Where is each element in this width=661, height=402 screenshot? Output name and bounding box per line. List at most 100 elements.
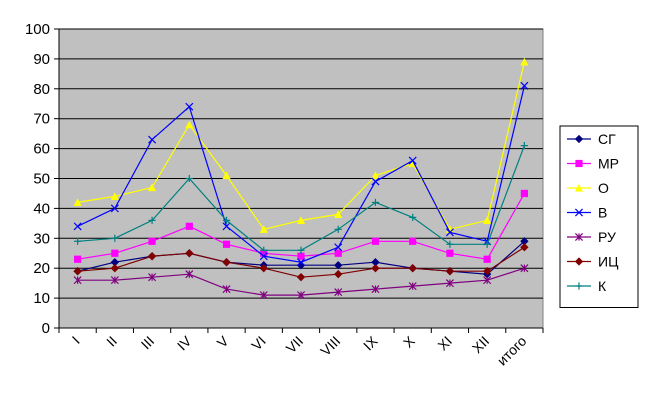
data-point [297,246,305,254]
data-point [445,267,455,276]
data-point [110,276,119,285]
legend-marker [574,183,584,192]
data-point [297,252,305,260]
x-tick-label: XI [434,333,455,354]
data-point [148,237,156,245]
data-point [296,216,306,224]
data-point [148,273,157,282]
data-point [111,234,119,242]
data-point [73,222,82,231]
x-tick-label: I [69,333,83,347]
legend-label: ИЦ [598,254,619,270]
data-point [110,192,119,201]
y-tick-label: 0 [42,320,50,337]
legend-box [559,125,639,308]
legend-label: МР [598,156,619,172]
data-point [408,156,417,165]
data-point [222,258,231,267]
data-point [185,249,194,258]
data-point [520,142,528,150]
y-tick-label: 60 [33,141,50,158]
data-point [520,189,528,198]
data-point [483,276,492,285]
legend-item: МР [567,156,619,172]
data-point [520,264,529,273]
x-tick-label: IX [360,332,381,353]
x-tick-label: III [138,333,158,353]
data-point [371,198,380,207]
data-point [520,243,529,252]
data-point [259,291,268,300]
y-tick-label: 100 [25,21,50,38]
data-point [74,255,82,263]
data-point [185,270,194,279]
data-point [334,210,343,218]
legend-marker [574,134,584,144]
legend-marker [574,232,584,242]
data-point [483,216,492,224]
data-point [222,240,231,248]
data-point [445,228,454,237]
data-point [483,255,491,263]
series-2 [74,189,528,263]
x-tick-label: IV [174,332,195,353]
data-point [334,249,342,257]
data-point [73,276,82,285]
data-point [185,222,193,230]
y-tick-label: 90 [33,51,50,68]
x-tick-label: X [400,332,418,350]
data-point [73,198,82,207]
legend-label: СГ [598,131,616,147]
x-tick-label: VII [283,333,306,356]
data-point [222,171,231,180]
data-point [148,135,157,144]
legend-label: О [598,180,609,196]
y-tick-label: 80 [33,81,50,98]
data-point [110,204,119,213]
data-point [222,285,231,294]
y-tick-label: 40 [33,200,50,217]
legend-item: ИЦ [567,254,619,270]
series-6 [73,243,529,282]
legend-marker [575,282,583,290]
data-point [111,249,119,257]
legend-item: РУ [567,229,616,245]
data-point [483,240,491,248]
data-point [446,249,454,257]
data-point [259,264,268,273]
x-tick-label: II [103,333,120,350]
data-point [520,57,529,66]
data-point [259,252,268,261]
data-point [296,273,306,282]
data-point [185,102,194,111]
legend-item: В [567,205,607,221]
data-point [445,279,454,288]
legend-label: РУ [598,229,616,245]
series-4 [73,81,529,267]
data-point [148,216,156,224]
data-point [296,258,306,267]
legend: СГ МР ОВ РУ ИЦ К [559,125,639,308]
data-point [409,213,417,221]
data-point [259,225,268,233]
y-tick-label: 70 [33,111,50,128]
data-point [371,264,380,273]
legend-label: В [598,205,607,221]
y-tick-label: 50 [33,171,50,188]
y-tick-label: 20 [33,260,50,277]
data-point [334,261,343,270]
x-tick-label: VI [248,333,269,354]
data-point [73,267,82,276]
data-point [185,120,194,129]
data-point [222,216,231,224]
data-point [147,252,157,261]
y-tick-label: 30 [33,230,50,247]
series-5 [73,264,529,300]
data-point [446,240,454,248]
data-point [110,264,120,273]
x-tick-label: V [214,332,232,350]
legend-item: О [567,180,609,196]
data-point [74,237,82,245]
